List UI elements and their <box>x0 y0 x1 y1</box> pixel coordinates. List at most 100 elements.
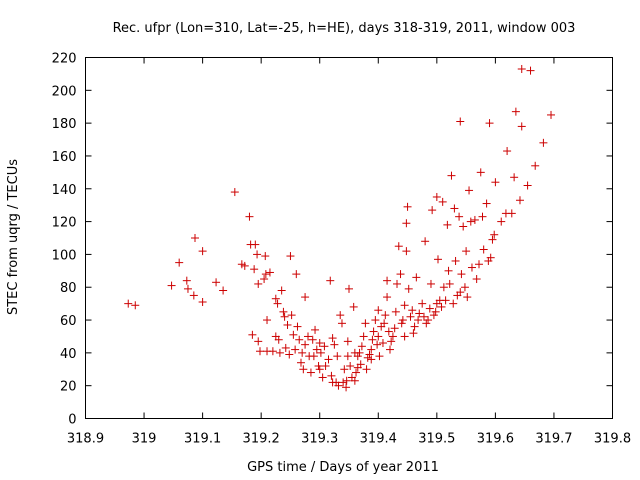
data-point <box>293 322 302 331</box>
data-series <box>124 64 556 392</box>
data-point <box>410 322 419 331</box>
data-point <box>301 293 310 302</box>
data-point <box>490 230 499 239</box>
data-point <box>261 270 270 279</box>
data-point <box>409 329 418 338</box>
data-point <box>334 381 343 390</box>
data-point <box>526 66 535 75</box>
data-point <box>337 319 346 328</box>
data-point <box>286 252 295 261</box>
data-point <box>368 335 377 344</box>
data-point <box>398 316 407 325</box>
data-point <box>295 335 304 344</box>
data-point <box>466 217 475 226</box>
data-point <box>359 332 368 341</box>
data-point <box>381 311 390 320</box>
data-point <box>402 219 411 228</box>
data-point <box>367 345 376 354</box>
data-point <box>482 199 491 208</box>
data-point <box>491 178 500 187</box>
data-point <box>383 293 392 302</box>
data-point <box>428 206 437 215</box>
data-point <box>362 365 371 374</box>
data-point <box>342 376 351 385</box>
data-point <box>340 365 349 374</box>
data-point <box>384 327 393 336</box>
y-tick-label: 40 <box>60 347 77 362</box>
data-point <box>274 335 283 344</box>
data-point <box>301 340 310 349</box>
data-point <box>467 263 476 272</box>
data-point <box>390 324 399 333</box>
y-tick-label: 140 <box>52 183 77 198</box>
data-point <box>189 291 198 300</box>
data-point <box>400 332 409 341</box>
data-point <box>431 307 440 316</box>
data-point <box>497 217 506 226</box>
data-point <box>361 319 370 328</box>
data-point <box>517 122 526 131</box>
x-tick-label: 319.3 <box>301 432 338 447</box>
y-tick-label: 20 <box>60 380 77 395</box>
data-point <box>414 316 423 325</box>
data-point <box>333 352 342 361</box>
data-point <box>374 332 383 341</box>
data-point <box>265 268 274 277</box>
data-point <box>478 212 487 221</box>
data-point <box>437 302 446 311</box>
data-point <box>374 306 383 315</box>
data-point <box>306 368 315 377</box>
y-tick-label: 60 <box>60 314 77 329</box>
data-point <box>275 348 284 357</box>
data-point <box>465 186 474 195</box>
data-point <box>312 345 321 354</box>
data-point <box>287 311 296 320</box>
data-point <box>444 266 453 275</box>
data-point <box>289 330 298 339</box>
data-point <box>291 345 300 354</box>
data-point <box>523 181 532 190</box>
data-point <box>350 376 359 385</box>
data-point <box>511 107 520 116</box>
data-point <box>432 192 441 201</box>
data-point <box>470 215 479 224</box>
data-point <box>404 284 413 293</box>
x-axis: 318.9 319 319.1 319.2 319.3 319.4 319.5 319.6 31… <box>67 57 631 447</box>
data-point <box>371 316 380 325</box>
data-point <box>296 358 305 367</box>
data-point <box>349 302 358 311</box>
y-tick-label: 120 <box>52 216 77 231</box>
data-point <box>240 261 249 270</box>
data-point <box>357 342 366 351</box>
data-point <box>400 301 409 310</box>
x-tick-label: 319.1 <box>184 432 221 447</box>
data-point <box>328 334 337 343</box>
data-point <box>385 345 394 354</box>
data-point <box>396 270 405 279</box>
data-point <box>441 296 450 305</box>
data-point <box>510 173 519 182</box>
x-tick-label: 319.2 <box>243 432 280 447</box>
data-point <box>346 361 355 370</box>
data-point <box>547 110 556 119</box>
data-point <box>330 340 339 349</box>
y-tick-label: 220 <box>52 52 77 67</box>
data-point <box>419 312 428 321</box>
data-point <box>212 278 221 287</box>
y-tick-label: 160 <box>52 150 77 165</box>
data-point <box>402 247 411 256</box>
y-axis-title: STEC from uqrg / TECUs <box>6 159 21 315</box>
data-point <box>315 339 324 348</box>
data-point <box>355 348 364 357</box>
data-point <box>383 276 392 285</box>
data-point <box>507 209 516 218</box>
data-point <box>308 335 317 344</box>
x-tick-label: 319.5 <box>418 432 455 447</box>
data-point <box>356 360 365 369</box>
data-point <box>397 319 406 328</box>
data-point <box>279 307 288 316</box>
data-point <box>412 273 421 282</box>
x-tick-label: 318.9 <box>67 432 104 447</box>
y-tick-label: 200 <box>52 84 77 99</box>
y-tick-label: 180 <box>52 117 77 132</box>
